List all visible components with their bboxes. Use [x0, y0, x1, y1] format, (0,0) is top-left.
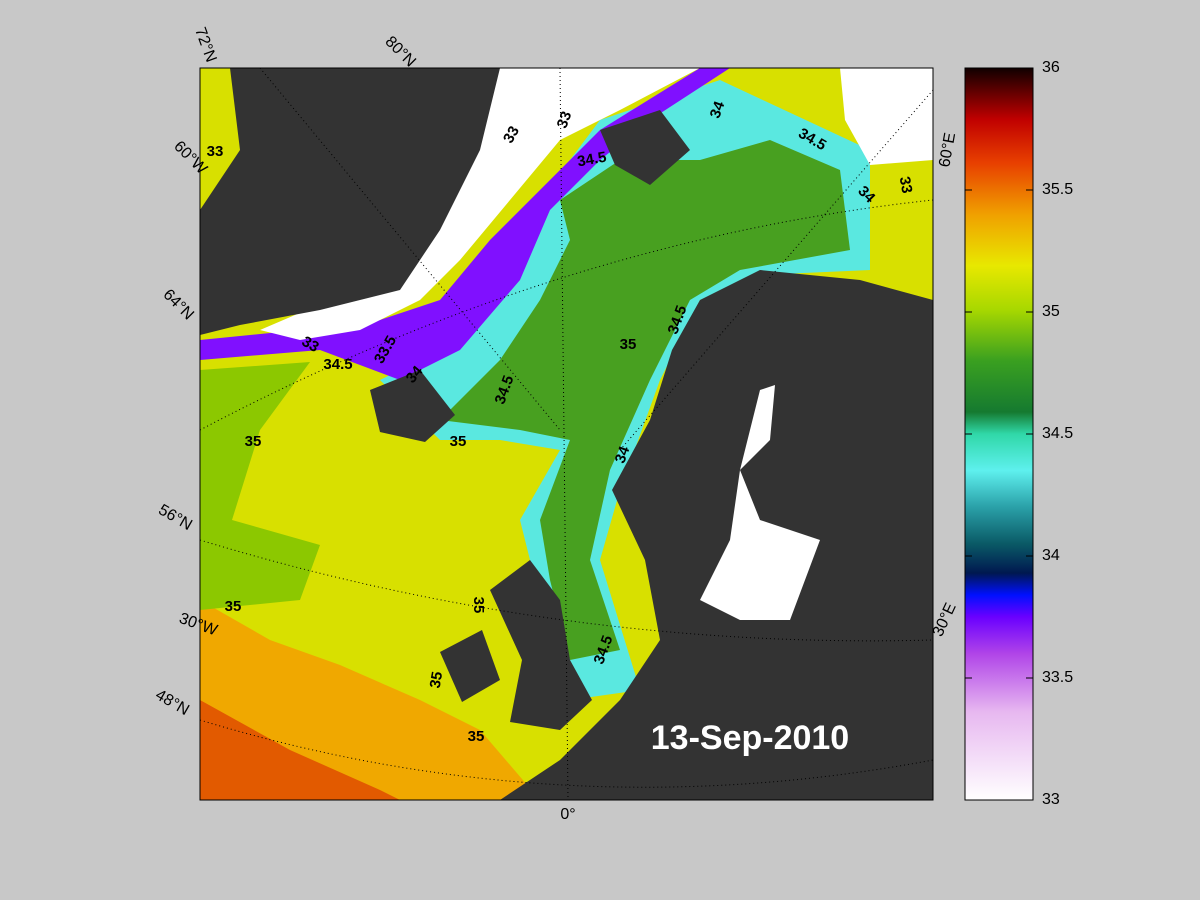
baltic — [700, 385, 820, 620]
colorbar-tick-label: 33.5 — [1042, 669, 1073, 686]
contour-label: 35 — [450, 433, 467, 450]
svalbard — [600, 110, 690, 185]
ireland — [440, 630, 500, 702]
map-frame — [199, 67, 934, 801]
contour-label: 33 — [896, 175, 916, 194]
graticule — [200, 68, 933, 800]
colorbar — [964, 67, 1034, 801]
contour-label: 34.5 — [576, 149, 608, 171]
colorbar-tick-label: 34 — [1042, 547, 1060, 564]
contour-label: 34 — [612, 443, 634, 465]
colorbar-tick-label: 35.5 — [1042, 181, 1073, 198]
contour-label: 35 — [245, 433, 262, 450]
graticule-label: 48°N — [152, 686, 191, 719]
contour-label: 34.5 — [323, 356, 352, 373]
atlantic-water — [440, 140, 850, 660]
graticule-label: 60°E — [936, 131, 959, 168]
contour-label: 35 — [470, 597, 487, 614]
graticule-label: 64°N — [160, 286, 197, 323]
graticule-line — [200, 539, 933, 642]
colorbar-tick-label: 36 — [1042, 59, 1060, 76]
graticule-label: 30°E — [930, 600, 960, 639]
graticule-label: 80°N — [382, 33, 419, 70]
map — [200, 68, 933, 800]
graticule-label: 72°N — [191, 25, 219, 64]
britain — [490, 560, 592, 730]
contour-label: 33 — [500, 123, 523, 146]
colorbar-tick-label: 35 — [1042, 303, 1060, 320]
contour-label: 33 — [299, 333, 322, 356]
contour-label: 35 — [225, 598, 242, 615]
purple-water — [200, 68, 730, 380]
graticule-label: 56°N — [155, 501, 194, 534]
colorbar-tick-label: 34.5 — [1042, 425, 1073, 442]
scandinavia — [500, 270, 933, 800]
contour-label: 35 — [427, 670, 447, 689]
graticule-label: 0° — [560, 806, 575, 823]
contour-label: 33 — [554, 109, 576, 130]
warmest-water — [200, 700, 400, 800]
colorbar-tick-label: 33 — [1042, 791, 1060, 808]
greenland — [200, 68, 500, 335]
contour-label: 35 — [468, 728, 485, 745]
date-label: 13-Sep-2010 — [651, 719, 849, 757]
iceland — [370, 370, 455, 442]
ice-east — [840, 68, 933, 165]
contour-label: 33 — [207, 143, 224, 160]
contour-label: 34 — [707, 98, 729, 120]
green-water — [200, 362, 320, 610]
contour-label: 35 — [620, 336, 637, 353]
